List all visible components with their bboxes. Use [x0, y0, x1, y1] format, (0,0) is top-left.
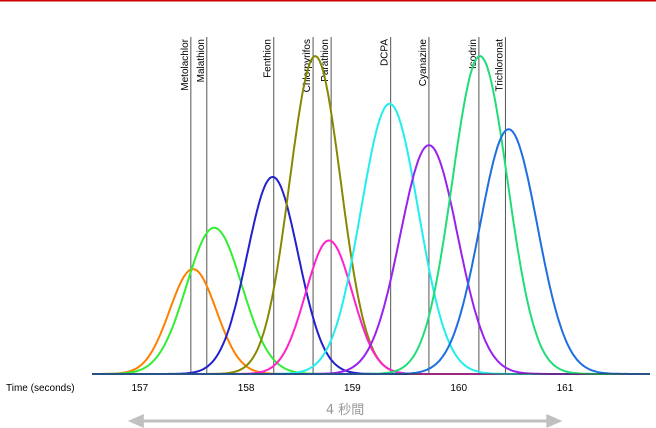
x-axis-title: Time (seconds)	[6, 383, 75, 394]
x-tick-label: 158	[238, 383, 255, 394]
x-tick-label: 157	[131, 383, 148, 394]
compound-label: Malathion	[196, 39, 207, 82]
x-tick-label: 161	[557, 383, 574, 394]
compound-label: Metolachlor	[180, 38, 191, 90]
span-arrow-right-head	[546, 414, 563, 428]
x-tick-label: 160	[450, 383, 467, 394]
peak-curve	[92, 54, 650, 375]
x-tick-label: 159	[344, 383, 361, 394]
compound-label: Parathion	[320, 39, 331, 82]
peak-curve	[92, 55, 650, 375]
peak-curve	[92, 128, 650, 375]
peak-curve	[92, 239, 650, 375]
compound-label: Fenthion	[263, 39, 274, 78]
time-span-annotation: 4 秒間	[127, 403, 563, 428]
peak-curves	[92, 54, 650, 375]
compound-label: Cyanazine	[418, 39, 429, 87]
peak-curve	[92, 226, 650, 375]
compound-label: DCPA	[380, 39, 391, 66]
span-label: 4 秒間	[326, 403, 364, 418]
compound-label: Isodrin	[468, 39, 479, 69]
x-axis-ticks: 157 158 159 160 161	[131, 383, 573, 394]
span-arrow-left-head	[127, 414, 144, 428]
compound-label: Trichloronat	[494, 39, 505, 92]
retention-markers: Metolachlor Malathion Fenthion Chlorpyrifos…	[180, 37, 506, 374]
peak-curve	[92, 102, 650, 375]
compound-label: Chlorpyrifos	[302, 39, 313, 92]
